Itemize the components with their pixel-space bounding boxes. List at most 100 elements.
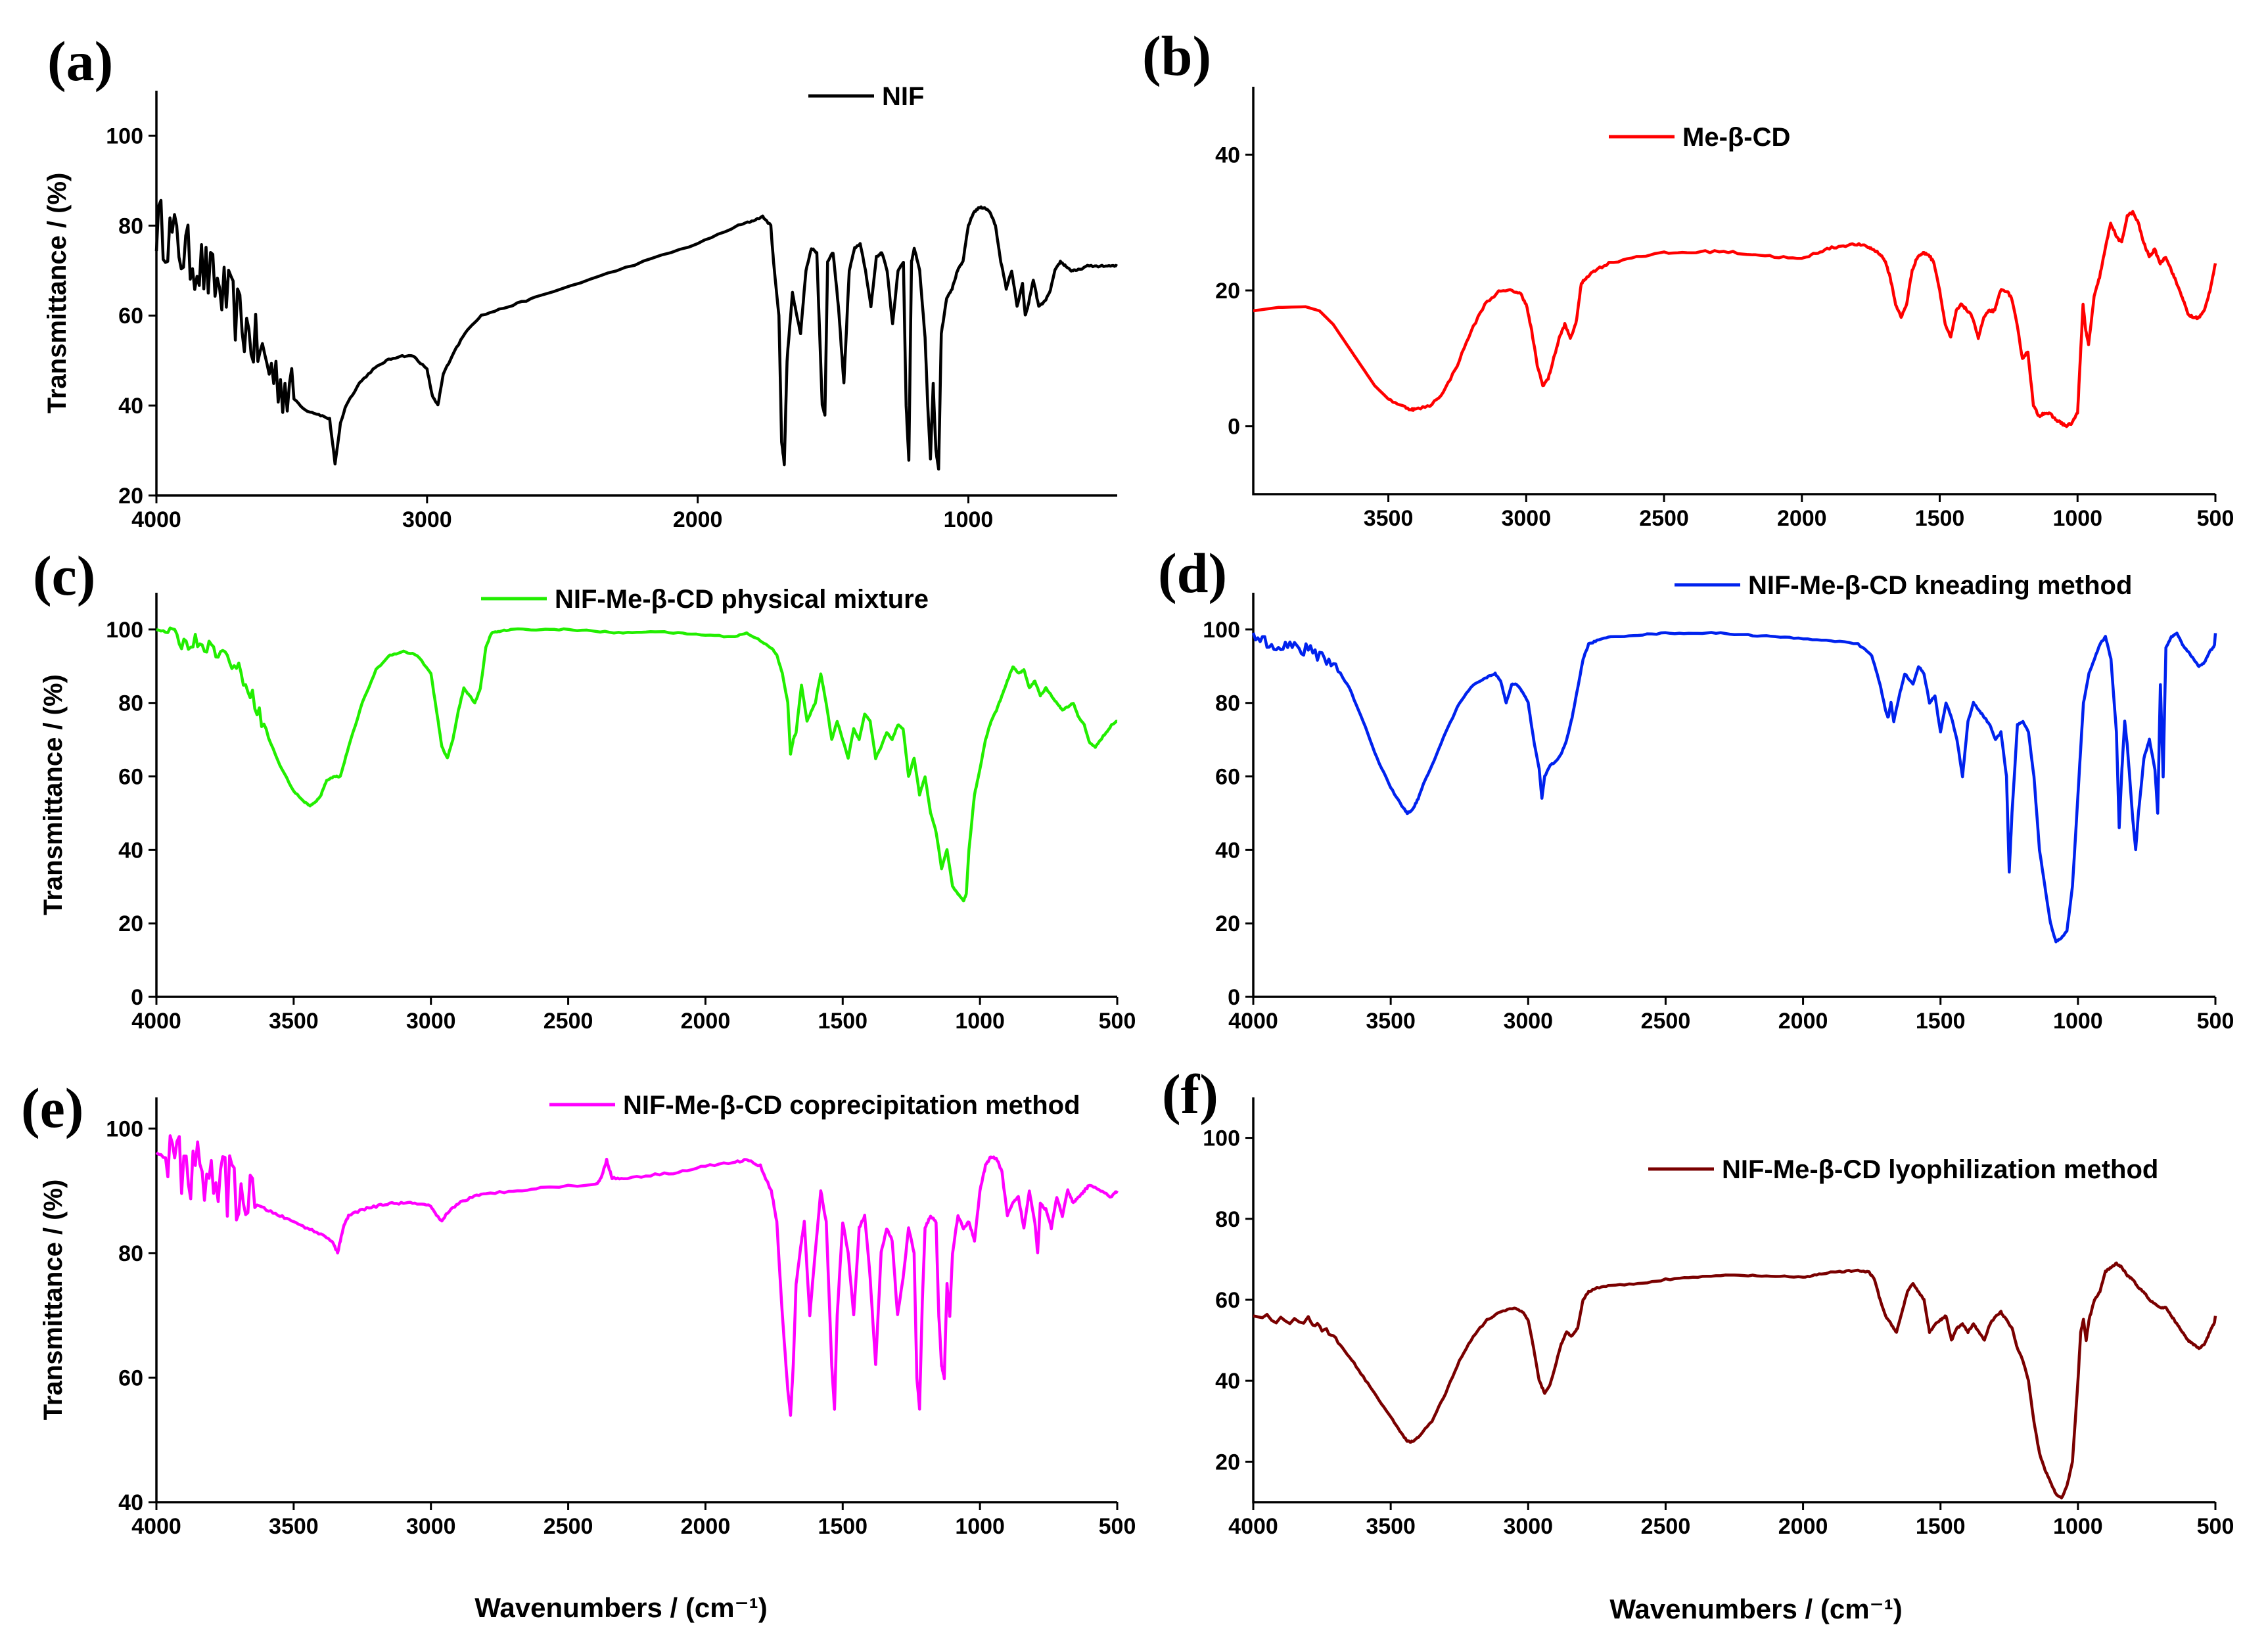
panel-e-label: (e)	[21, 1076, 83, 1139]
panel-c-x-tick-label: 2500	[543, 1009, 593, 1034]
panel-e-y-tick-label: 60	[118, 1365, 143, 1390]
panel-a-legend-label: NIF	[882, 82, 924, 111]
panel-c-spectrum-line	[156, 626, 1118, 903]
panel-a-x-tick-label: 4000	[131, 507, 181, 532]
panel-c: (c) Transmittance / (%) 4000 3500 3000 2500…	[33, 544, 1136, 1034]
panel-a: (a) Transmittance / (%) 4000 3000 2000 1000…	[43, 30, 1118, 532]
panel-f-y-tick-label: 100	[1203, 1126, 1240, 1151]
panel-a-label: (a)	[47, 30, 113, 93]
panel-f: (f) 4000 3500 3000 2500 2000 1500 1000 500 20 40 6…	[1162, 1063, 2234, 1539]
panel-d-x-tick-label: 2000	[1778, 1009, 1828, 1034]
panel-b-x-tick-label: 500	[2197, 506, 2234, 531]
panel-c-x-tick-label: 3500	[269, 1009, 319, 1034]
panel-e-spectrum-line	[155, 1134, 1119, 1417]
panel-e-x-tick-label: 500	[1099, 1514, 1136, 1539]
panel-b-spectrum-line	[1253, 210, 2217, 428]
panel-d-y-tick-label: 80	[1215, 691, 1240, 716]
panel-b-x-tick-label: 3500	[1364, 506, 1414, 531]
x-axis-title-left: Wavenumbers / (cm⁻¹)	[474, 1592, 767, 1623]
panel-d-y-tick-label: 20	[1215, 911, 1240, 936]
panel-b-y-tick-label: 0	[1228, 415, 1240, 440]
panel-e-y-axis-title: Transmittance / (%)	[39, 1180, 68, 1421]
panel-f-y-tick-label: 20	[1215, 1450, 1240, 1475]
panel-f-y-tick-label: 80	[1215, 1207, 1240, 1232]
panel-b-legend-label: Me-β-CD	[1682, 123, 1790, 152]
panel-f-x-tick-label: 1500	[1916, 1514, 1966, 1539]
panel-a-y-tick-label: 40	[118, 394, 143, 419]
panel-c-y-tick-label: 40	[118, 838, 143, 863]
panel-c-x-tick-label: 4000	[131, 1009, 181, 1034]
panel-a-y-axis-title: Transmittance / (%)	[43, 173, 72, 414]
panel-c-x-tick-label: 1500	[818, 1009, 867, 1034]
panel-c-legend-label: NIF-Me-β-CD physical mixture	[555, 585, 929, 614]
panel-e-y-tick-label: 80	[118, 1241, 143, 1266]
panel-a-y-tick-label: 20	[118, 484, 143, 509]
panel-d-label: (d)	[1158, 541, 1227, 605]
panel-a-x-tick-label: 2000	[673, 507, 723, 532]
panel-e-x-tick-label: 1500	[818, 1514, 867, 1539]
panel-f-x-tick-label: 1000	[2053, 1514, 2103, 1539]
panel-c-x-tick-label: 1000	[955, 1009, 1005, 1034]
panel-b-x-tick-label: 2000	[1777, 506, 1827, 531]
panel-c-y-tick-label: 0	[131, 985, 143, 1010]
panel-c-y-axis-title: Transmittance / (%)	[39, 674, 68, 915]
panel-d-y-tick-label: 40	[1215, 838, 1240, 863]
panel-b: (b) 3500 3000 2500 2000 1500 1000 500 0 20 40 Me-β…	[1142, 24, 2234, 531]
panel-d-x-tick-label: 3500	[1366, 1009, 1416, 1034]
panel-c-x-tick-label: 500	[1099, 1009, 1136, 1034]
panel-e-x-tick-label: 3000	[406, 1514, 456, 1539]
panel-d-x-tick-label: 4000	[1228, 1009, 1278, 1034]
panel-d: (d) 4000 3500 3000 2500 2000 1500 1000 500 0 20 40…	[1158, 541, 2234, 1034]
panel-b-y-tick-label: 20	[1215, 279, 1240, 304]
panel-c-y-tick-label: 20	[118, 911, 143, 936]
panel-a-y-tick-label: 100	[106, 124, 143, 149]
panel-a-y-tick-label: 80	[118, 214, 143, 239]
panel-f-x-tick-label: 3000	[1503, 1514, 1553, 1539]
panel-f-legend-label: NIF-Me-β-CD lyophilization method	[1722, 1155, 2158, 1184]
panel-d-x-tick-label: 1500	[1916, 1009, 1966, 1034]
panel-c-y-tick-label: 80	[118, 691, 143, 716]
panel-e-legend-label: NIF-Me-β-CD coprecipitation method	[623, 1091, 1080, 1120]
panel-c-label: (c)	[33, 544, 95, 607]
panel-b-x-tick-label: 1500	[1915, 506, 1965, 531]
panel-b-axes	[1252, 87, 2215, 495]
x-axis-title-right: Wavenumbers / (cm⁻¹)	[1609, 1594, 1902, 1624]
panel-b-label: (b)	[1142, 24, 1211, 87]
panel-f-x-tick-label: 2000	[1778, 1514, 1828, 1539]
panel-e-x-tick-label: 2500	[543, 1514, 593, 1539]
panel-f-x-tick-label: 4000	[1228, 1514, 1278, 1539]
panel-e-x-tick-label: 2000	[681, 1514, 731, 1539]
panel-d-spectrum-line	[1251, 631, 2217, 944]
panel-f-y-tick-label: 60	[1215, 1288, 1240, 1313]
panel-c-x-tick-label: 2000	[681, 1009, 731, 1034]
panel-b-x-tick-label: 2500	[1639, 506, 1689, 531]
panel-d-x-tick-label: 3000	[1503, 1009, 1553, 1034]
panel-d-x-tick-label: 1000	[2053, 1009, 2103, 1034]
panel-d-legend-label: NIF-Me-β-CD kneading method	[1748, 571, 2132, 600]
panel-f-y-tick-label: 40	[1215, 1369, 1240, 1394]
panel-a-spectrum-line	[154, 198, 1118, 471]
panel-f-spectrum-line	[1253, 1261, 2217, 1500]
panel-e-x-tick-label: 4000	[131, 1514, 181, 1539]
panel-d-y-tick-label: 0	[1228, 985, 1240, 1010]
panel-e-x-tick-label: 3500	[269, 1514, 319, 1539]
panel-a-y-tick-label: 60	[118, 304, 143, 329]
panel-b-x-tick-label: 3000	[1501, 506, 1551, 531]
panel-c-y-tick-label: 100	[106, 618, 143, 643]
panel-b-y-tick-label: 40	[1215, 143, 1240, 168]
panel-d-x-tick-label: 500	[2197, 1009, 2234, 1034]
panel-f-label: (f)	[1162, 1063, 1218, 1126]
panel-a-x-tick-label: 1000	[944, 507, 994, 532]
panel-c-y-tick-label: 60	[118, 765, 143, 790]
panel-f-x-tick-label: 3500	[1366, 1514, 1416, 1539]
panel-b-x-tick-label: 1000	[2052, 506, 2102, 531]
panel-e-x-tick-label: 1000	[955, 1514, 1005, 1539]
panel-f-x-tick-label: 2500	[1641, 1514, 1691, 1539]
panel-d-x-tick-label: 2500	[1641, 1009, 1691, 1034]
panel-f-x-tick-label: 500	[2197, 1514, 2234, 1539]
panel-c-x-tick-label: 3000	[406, 1009, 456, 1034]
panel-d-y-tick-label: 100	[1203, 618, 1240, 643]
panel-e-y-tick-label: 100	[106, 1116, 143, 1141]
panel-d-y-tick-label: 60	[1215, 765, 1240, 790]
